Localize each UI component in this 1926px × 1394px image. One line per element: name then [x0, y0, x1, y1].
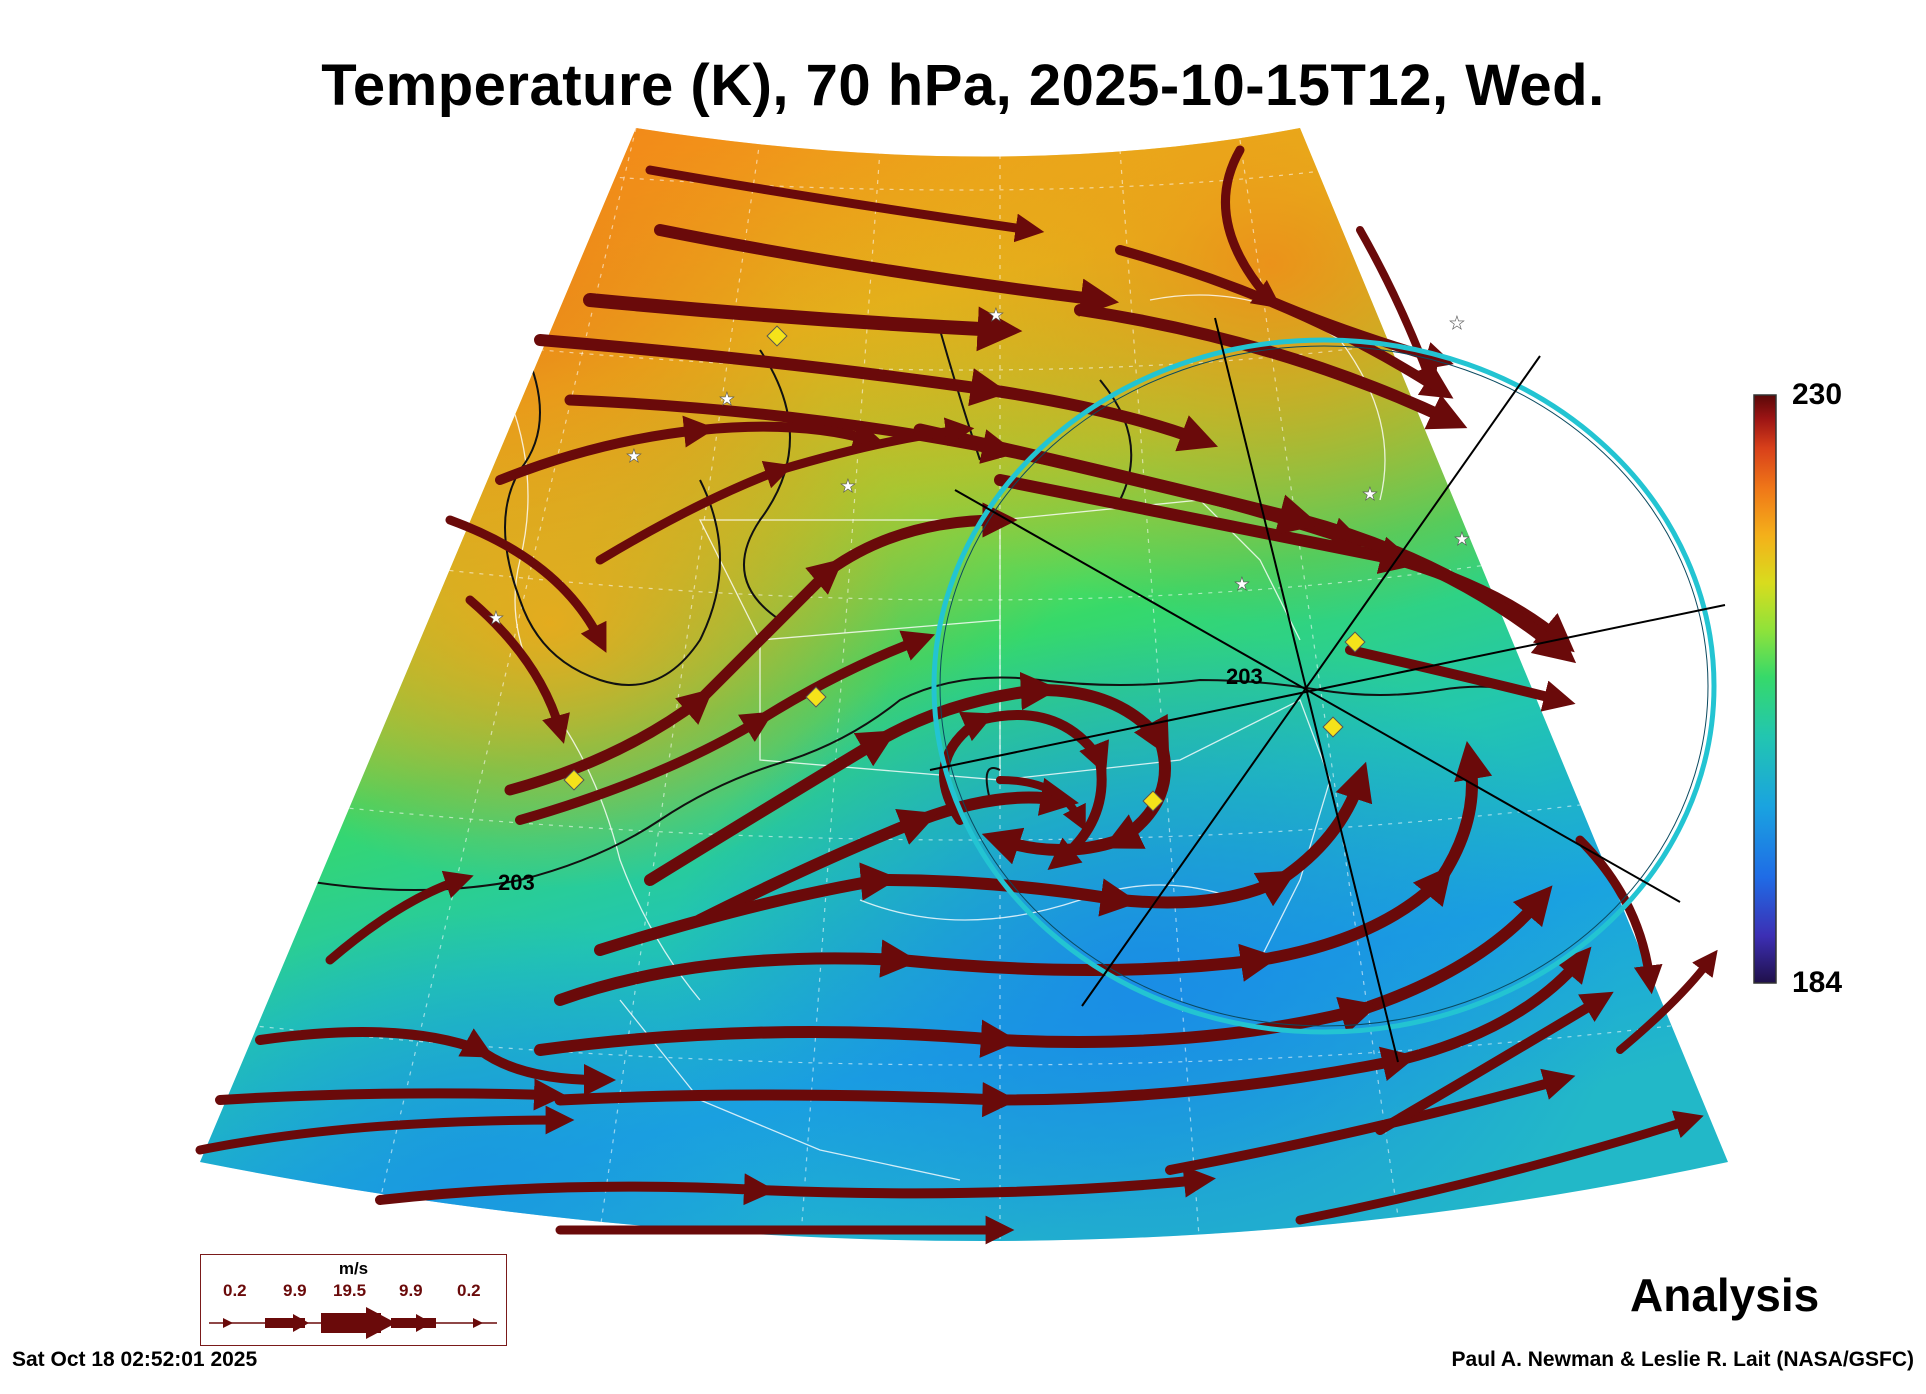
station-star: ★ — [988, 305, 1004, 325]
legend-value-2: 9.9 — [283, 1281, 307, 1300]
streamline — [445, 515, 607, 653]
streamline — [1356, 226, 1438, 392]
ring-overlay — [929, 317, 1726, 1063]
contour-label-west: 203 — [498, 870, 535, 895]
contour-labels: 203 203 — [498, 664, 1263, 895]
footer-timestamp: Sat Oct 18 02:52:01 2025 — [12, 1348, 258, 1371]
streamline — [654, 224, 1120, 317]
station-diamond — [1322, 716, 1344, 738]
legend-value-1: 0.2 — [223, 1281, 247, 1300]
colorbar — [1753, 394, 1777, 984]
streamline — [375, 1165, 1216, 1206]
streamline — [515, 630, 935, 825]
footer-credit: Paul A. Newman & Leslie R. Lait (NASA/GS… — [1451, 1348, 1914, 1371]
station-star: ★ — [719, 389, 735, 409]
streamline — [325, 870, 474, 965]
station-star: ★ — [840, 476, 856, 496]
station-diamond — [805, 686, 827, 708]
streamline — [554, 946, 1592, 1118]
streamline — [534, 334, 1218, 452]
legend-value-5: 0.2 — [457, 1281, 481, 1300]
streamline — [1375, 991, 1614, 1135]
wind-streamlines — [195, 145, 1718, 1245]
streamline — [465, 595, 570, 744]
colorbar-min-label: 184 — [1792, 966, 1843, 999]
station-diamond — [563, 769, 585, 791]
station-star: ★ — [488, 608, 504, 628]
station-star: ★ — [1234, 574, 1250, 594]
wind-speed-legend: m/s 0.2 9.9 19.5 9.9 0.2 — [200, 1254, 507, 1346]
streamline — [1165, 1068, 1576, 1175]
streamline — [1616, 949, 1718, 1054]
streamline — [595, 417, 975, 565]
station-star: ★ — [1454, 529, 1470, 549]
colorbar-max-label: 230 — [1792, 378, 1843, 411]
temperature-field — [200, 128, 1728, 1241]
legend-arrow-scale — [209, 1307, 497, 1339]
streamline — [583, 293, 1023, 352]
station-diamond — [1142, 790, 1164, 812]
legend-value-4: 9.9 — [399, 1281, 423, 1300]
streamline — [1295, 1110, 1704, 1225]
streamline — [255, 1027, 616, 1096]
streamline — [1345, 645, 1576, 712]
station-markers: ★ ★ ★ ★ ★ ★ ★ ★ ★ — [488, 305, 1470, 812]
legend-value-3: 19.5 — [333, 1281, 367, 1300]
station-diamond — [1344, 631, 1366, 653]
analysis-label: Analysis — [1630, 1269, 1820, 1321]
station-star: ★ — [1362, 484, 1378, 504]
contour-label-east: 203 — [1226, 664, 1263, 689]
station-diamond — [766, 325, 788, 347]
streamline — [913, 423, 1577, 664]
station-star: ★ — [1449, 313, 1465, 333]
legend-unit: m/s — [338, 1259, 369, 1278]
streamline — [195, 1105, 575, 1155]
streamline — [645, 165, 1045, 243]
station-star: ★ — [626, 446, 642, 466]
chart-title: Temperature (K), 70 hPa, 2025-10-15T12, … — [321, 53, 1605, 118]
